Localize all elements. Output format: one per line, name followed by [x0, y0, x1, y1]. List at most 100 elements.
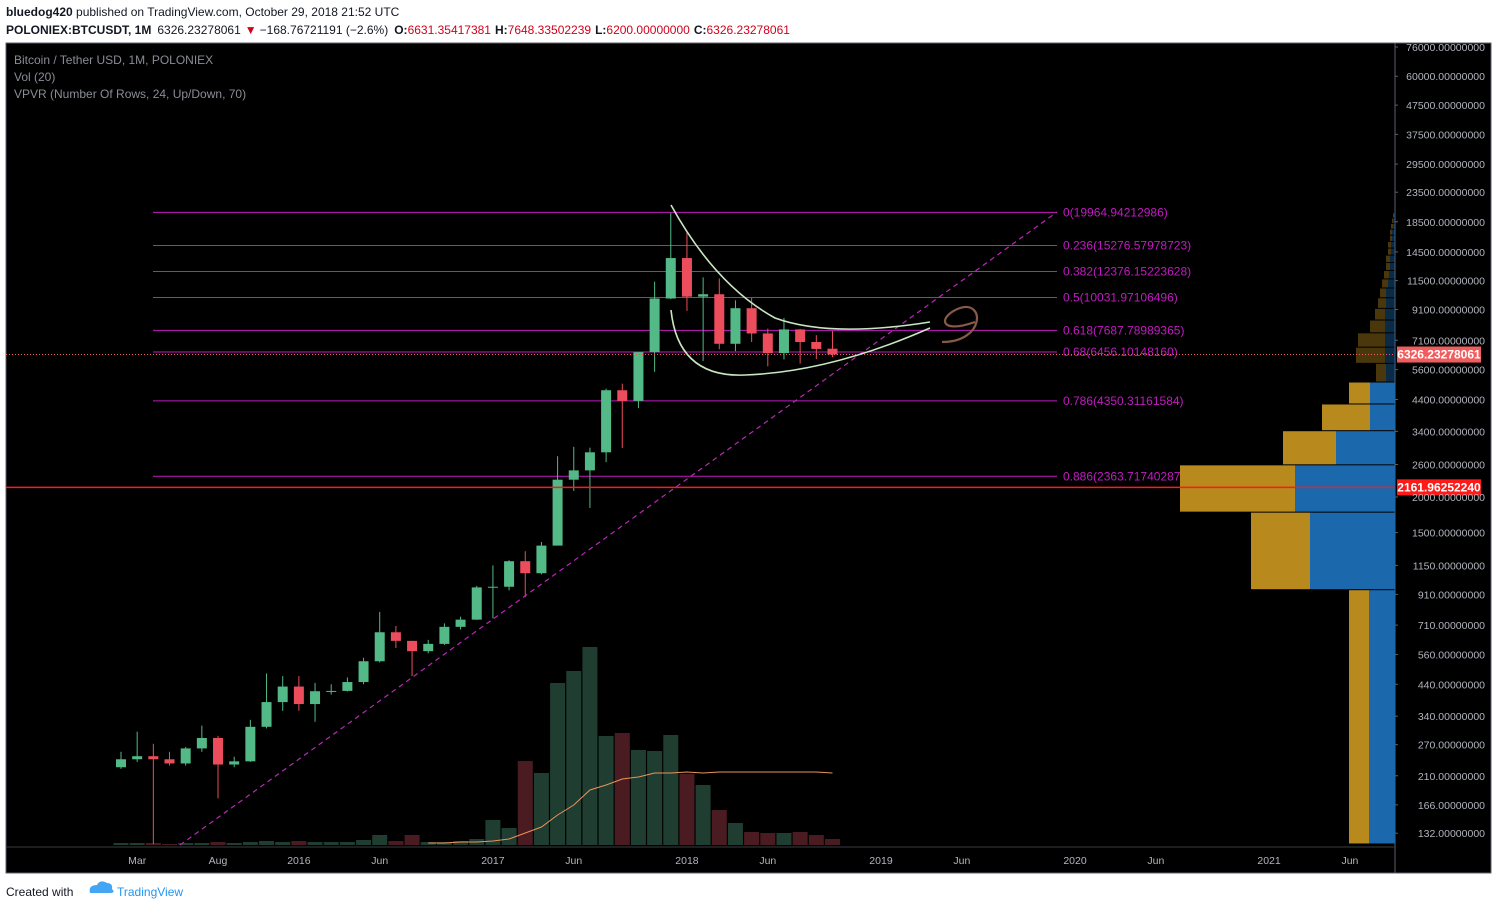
candle-body — [536, 545, 547, 574]
y-tick-label: 9100.00000000 — [1412, 305, 1485, 317]
ohlc-label: C: — [694, 23, 707, 37]
volume-bar — [566, 671, 582, 845]
vpvr-up — [1385, 333, 1395, 347]
volume-bar — [307, 842, 323, 845]
candle-body — [148, 756, 159, 760]
y-tick-label: 910.00000000 — [1418, 589, 1485, 601]
ohlc-value: 6326.23278061 — [707, 23, 791, 37]
volume-bar — [824, 839, 840, 845]
volume-bar — [194, 843, 210, 845]
volume-bar — [744, 832, 760, 845]
fib-label: 0.886(2363.71740287) — [1063, 469, 1184, 483]
y-tick-label: 4400.00000000 — [1412, 394, 1485, 406]
vpvr-up — [1386, 363, 1395, 382]
volume-bar — [679, 774, 695, 845]
vpvr-down — [1390, 229, 1392, 235]
y-tick-label: 23500.00000000 — [1406, 187, 1485, 199]
candle-body — [310, 691, 321, 705]
x-tick-label: Jun — [953, 855, 970, 867]
y-tick-label: 2600.00000000 — [1412, 460, 1485, 472]
y-tick-label: 2000.00000000 — [1412, 492, 1485, 504]
volume-bar — [630, 750, 646, 845]
volume-bar — [162, 844, 178, 845]
candle-body — [633, 352, 644, 401]
fib-label: 0(19964.94212986) — [1063, 205, 1168, 219]
vpvr-down — [1392, 218, 1393, 223]
volume-bar — [550, 683, 566, 845]
candle-body — [762, 333, 773, 354]
vpvr-down — [1390, 235, 1392, 241]
vpvr-up — [1390, 255, 1395, 263]
y-tick-label: 47500.00000000 — [1406, 100, 1485, 112]
y-tick-label: 11500.00000000 — [1407, 276, 1485, 288]
candle-body — [714, 294, 725, 344]
candle-body — [326, 690, 337, 692]
y-tick-label: 270.00000000 — [1418, 740, 1485, 752]
legend-entry: Bitcoin / Tether USD, 1M, POLONIEX — [14, 53, 213, 67]
vpvr-up — [1394, 213, 1395, 218]
vpvr-up — [1390, 263, 1395, 270]
volume-bar — [242, 842, 258, 845]
y-tick-label: 440.00000000 — [1418, 679, 1485, 691]
vpvr-up — [1336, 431, 1395, 465]
volume-bar — [663, 735, 679, 845]
vpvr-down — [1349, 590, 1369, 844]
price-tag — [1397, 346, 1481, 363]
candle-body — [293, 686, 304, 705]
vpvr-up — [1385, 308, 1395, 320]
vpvr-up — [1370, 382, 1395, 404]
volume-bar — [647, 751, 663, 845]
vpvr-up — [1310, 512, 1395, 590]
drawings — [179, 204, 1058, 846]
vpvr-up — [1392, 229, 1395, 235]
volume-bar — [711, 810, 727, 845]
candle-body — [730, 308, 741, 344]
volume-bar — [808, 835, 824, 845]
candle-body — [342, 682, 353, 691]
change: −168.76721191 (−2.6%) — [260, 23, 389, 37]
vpvr-up — [1386, 288, 1395, 298]
volume-bar — [533, 773, 549, 845]
vpvr-down — [1382, 279, 1388, 288]
x-tick-label: Jun — [1147, 855, 1164, 867]
trend-line — [179, 211, 1058, 846]
vpvr-up — [1393, 223, 1395, 229]
ohlc-label: O: — [394, 23, 407, 37]
legend: Bitcoin / Tether USD, 1M, POLONIEX Vol (2… — [14, 53, 246, 101]
y-tick-label: 710.00000000 — [1418, 620, 1485, 632]
y-tick-label: 340.00000000 — [1418, 711, 1485, 723]
legend-entry: Vol (20) — [14, 70, 55, 84]
vpvr-down — [1358, 333, 1385, 347]
candle-body — [245, 726, 256, 762]
vpvr-up — [1385, 347, 1395, 363]
ohlc-value: 7648.33502239 — [508, 23, 592, 37]
y-tick-label: 166.00000000 — [1418, 800, 1485, 812]
vpvr-down — [1388, 248, 1391, 255]
vpvr-down — [1386, 263, 1390, 270]
ohlc-label: H: — [495, 23, 508, 37]
volume-bar — [792, 832, 808, 845]
author: bluedog420 — [6, 5, 73, 19]
y-tick-label: 5600.00000000 — [1412, 365, 1485, 377]
y-tick-label: 76000.00000000 — [1406, 42, 1485, 54]
handle-loop — [941, 305, 979, 344]
ohlc-label: L: — [595, 23, 606, 37]
volume-bar — [485, 820, 501, 845]
vpvr-down — [1180, 465, 1295, 512]
vpvr-down — [1322, 404, 1370, 431]
volume-bar — [275, 842, 291, 845]
plot: 0(19964.94212986) 0.236(15276.57978723) 0.… — [6, 42, 1485, 867]
candle-body — [196, 737, 207, 749]
vpvr-down — [1375, 308, 1385, 320]
created-with: Created with — [6, 885, 73, 899]
y-tick-label: 18500.00000000 — [1406, 217, 1485, 229]
cup-curve-upper — [670, 204, 931, 330]
footer: Created with TradingView — [6, 881, 183, 899]
x-tick-label: 2016 — [287, 855, 311, 867]
candle-body — [439, 626, 450, 644]
x-tick-label: Mar — [128, 855, 147, 867]
vpvr-up — [1370, 404, 1395, 431]
fib-label: 0.786(4350.31161584) — [1063, 394, 1184, 408]
logo — [89, 881, 114, 893]
